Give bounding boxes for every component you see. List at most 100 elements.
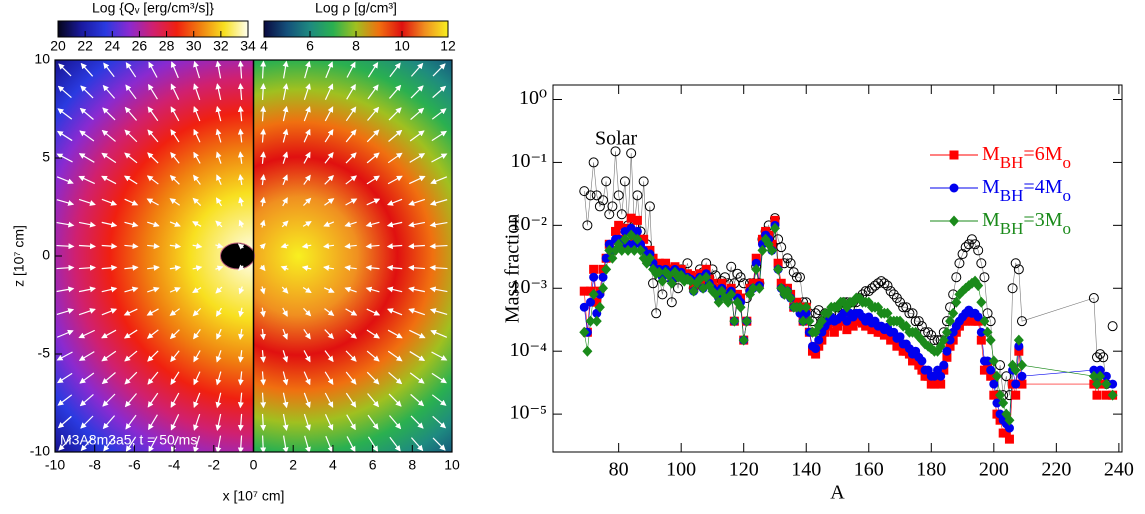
velocity-arrow	[387, 152, 403, 164]
velocity-arrow	[282, 83, 289, 101]
velocity-arrow	[344, 243, 357, 250]
marker-diamond	[816, 315, 827, 327]
velocity-arrow	[303, 174, 311, 185]
marker-open-circle	[963, 239, 974, 250]
velocity-arrow	[259, 219, 266, 228]
velocity-arrow	[124, 129, 138, 143]
velocity-arrow	[237, 128, 244, 143]
velocity-arrow	[169, 329, 180, 340]
marker-circle	[992, 398, 1002, 408]
marker-open-circle	[866, 283, 877, 294]
marker-diamond	[632, 233, 643, 245]
velocity-arrow	[80, 415, 94, 429]
x-tick-label: 140	[791, 459, 821, 481]
x-axis-label: x [10⁷ cm]	[223, 488, 285, 504]
velocity-arrow	[323, 221, 335, 227]
marker-open-circle	[1091, 352, 1102, 363]
marker-diamond	[701, 271, 712, 283]
marker-diamond	[729, 315, 740, 327]
y-tick-label: -5	[38, 345, 51, 361]
velocity-arrow	[103, 62, 115, 78]
marker-open-circle	[951, 272, 962, 283]
velocity-arrow	[58, 63, 72, 77]
velocity-arrow	[193, 106, 201, 122]
velocity-arrow	[367, 393, 380, 408]
velocity-arrow	[345, 198, 358, 206]
marker-square	[942, 352, 952, 362]
velocity-arrow	[366, 329, 380, 339]
velocity-arrow	[367, 84, 379, 100]
marker-circle	[801, 308, 811, 318]
velocity-arrow	[169, 198, 181, 206]
velocity-arrow	[216, 174, 222, 186]
velocity-arrow	[125, 436, 137, 452]
marker-diamond	[635, 244, 646, 256]
velocity-arrow	[57, 415, 72, 429]
velocity-arrow	[124, 286, 139, 293]
velocity-arrow	[431, 372, 447, 384]
velocity-arrow	[431, 351, 448, 361]
marker-open-circle	[591, 190, 602, 201]
velocity-arrow	[408, 198, 426, 206]
velocity-arrow	[124, 371, 138, 385]
velocity-arrow	[366, 175, 380, 185]
marker-square	[654, 258, 664, 268]
velocity-arrow	[304, 435, 311, 454]
marker-diamond	[945, 315, 956, 327]
colorbar-tick-label: 6	[306, 38, 314, 54]
marker-open-circle	[598, 195, 609, 206]
velocity-arrow	[304, 60, 311, 79]
colorbar-tick-label: 20	[50, 38, 66, 54]
marker-diamond	[757, 244, 768, 256]
y-tick-label: 10⁻⁴	[509, 339, 547, 361]
velocity-arrow	[56, 243, 75, 250]
velocity-arrow	[237, 350, 244, 363]
velocity-arrow	[410, 415, 424, 429]
velocity-arrow	[303, 128, 311, 143]
marker-open-circle	[613, 190, 624, 201]
marker-open-circle	[860, 286, 871, 297]
marker-square	[976, 335, 986, 345]
marker-square	[639, 234, 649, 244]
marker-diamond	[766, 244, 777, 256]
colorbar-tick-label: 32	[213, 38, 229, 54]
velocity-arrow	[169, 265, 182, 271]
velocity-arrow	[323, 243, 335, 249]
marker-open-circle	[960, 242, 971, 253]
velocity-arrow	[169, 221, 181, 227]
velocity-arrow	[260, 60, 267, 79]
velocity-arrow	[260, 83, 267, 100]
velocity-arrow	[192, 307, 202, 317]
marker-diamond	[607, 252, 618, 264]
marker-diamond	[1010, 364, 1021, 376]
velocity-arrow	[303, 371, 311, 386]
marker-diamond	[941, 326, 952, 338]
velocity-arrow	[147, 129, 159, 143]
velocity-arrow	[302, 287, 312, 294]
velocity-arrow	[260, 392, 267, 409]
velocity-arrow	[432, 437, 446, 451]
marker-open-circle	[901, 302, 912, 313]
x-tick-label: 200	[979, 459, 1009, 481]
velocity-arrow	[260, 371, 267, 386]
marker-open-circle	[632, 190, 643, 201]
velocity-arrow	[216, 328, 222, 340]
marker-circle	[598, 272, 608, 282]
velocity-arrow	[56, 286, 75, 293]
marker-diamond	[949, 215, 959, 227]
marker-open-circle	[666, 297, 677, 308]
velocity-arrow	[387, 329, 403, 339]
velocity-arrow	[193, 128, 201, 143]
marker-diamond	[982, 326, 993, 338]
marker-circle	[936, 371, 946, 381]
marker-square	[579, 286, 589, 296]
velocity-arrow	[302, 221, 312, 227]
colorbar-title: Log {Qᵥ [erg/cm³/s]}	[92, 0, 214, 16]
velocity-arrow	[170, 392, 180, 408]
velocity-arrow	[366, 371, 380, 385]
velocity-arrow	[124, 350, 138, 362]
x-tick-label: 160	[854, 459, 884, 481]
marker-diamond	[988, 355, 999, 367]
x-axis-label: A	[830, 482, 845, 504]
velocity-arrow	[324, 414, 334, 431]
